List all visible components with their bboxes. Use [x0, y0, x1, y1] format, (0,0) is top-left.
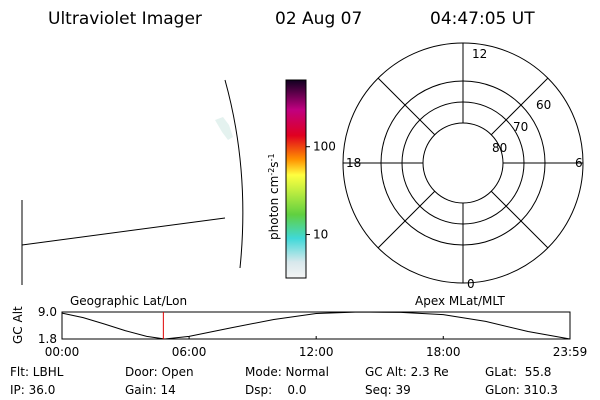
- altitude-curve: [61, 311, 571, 340]
- hour-label: 12: [472, 47, 487, 61]
- polar-plot: 12 18 6 0 60 70 80: [342, 42, 584, 291]
- x-tick-label: 23:59: [553, 345, 588, 359]
- info-field: GC Alt: 2.3 Re: [365, 365, 449, 379]
- info-field: IP: 36.0: [10, 383, 55, 397]
- orbit-right-label: Apex MLat/MLT: [415, 294, 505, 308]
- x-tick-label: 12:00: [299, 345, 334, 359]
- lat-label: 70: [513, 120, 528, 134]
- info-field: GLat: 55.8: [485, 365, 551, 379]
- orbit-y-label: GC Alt: [11, 306, 25, 344]
- time: 04:47:05 UT: [430, 9, 535, 29]
- title: Ultraviolet Imager: [48, 9, 202, 29]
- info-field: GLon: 310.3: [485, 383, 558, 397]
- colorbar: [285, 79, 307, 279]
- orbit-frame: [61, 311, 571, 340]
- info-field: Flt: LBHL: [10, 365, 64, 379]
- info-field: Mode: Normal: [245, 365, 329, 379]
- info-field: Gain: 14: [125, 383, 176, 397]
- colorbar-label: photon cm-2s-1: [267, 153, 282, 240]
- y-tick-label: 1.8: [38, 332, 57, 346]
- hour-label: 0: [467, 277, 475, 291]
- info-field: Door: Open: [125, 365, 194, 379]
- date: 02 Aug 07: [275, 9, 362, 29]
- colorbar-tick-label: 10: [313, 228, 328, 242]
- hour-label: 18: [346, 156, 361, 170]
- colorbar-tick-label: 100: [313, 140, 336, 154]
- image-panel: [21, 79, 244, 285]
- lat-label: 60: [536, 98, 551, 112]
- lat-label: 80: [492, 141, 507, 155]
- info-field: Seq: 39: [365, 383, 411, 397]
- orbit-left-label: Geographic Lat/Lon: [70, 294, 187, 308]
- x-tick-label: 06:00: [172, 345, 207, 359]
- y-tick-label: 9.0: [38, 305, 57, 319]
- info-field: Dsp: 0.0: [245, 383, 307, 397]
- x-tick-label: 00:00: [45, 345, 80, 359]
- hour-label: 6: [575, 156, 583, 170]
- x-tick-label: 18:00: [426, 345, 461, 359]
